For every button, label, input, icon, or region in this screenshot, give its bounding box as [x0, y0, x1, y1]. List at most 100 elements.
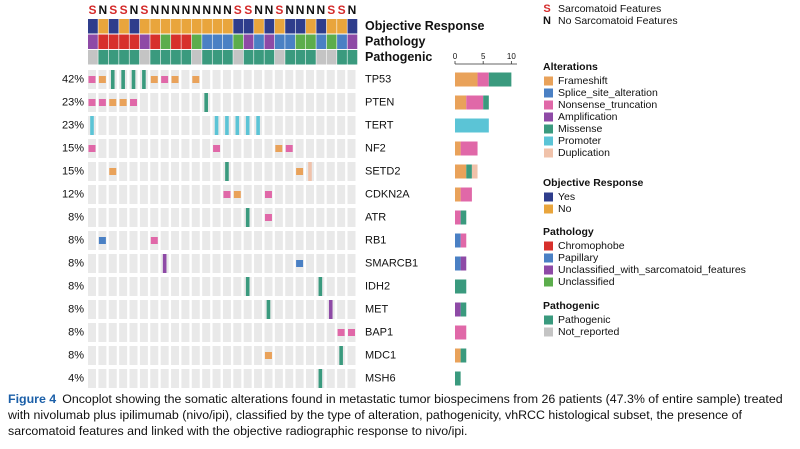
empty-cell [191, 116, 200, 135]
empty-cell [305, 369, 314, 388]
track-cell [285, 50, 295, 65]
empty-cell [150, 93, 159, 112]
empty-cell [129, 300, 138, 319]
empty-cell [316, 208, 325, 227]
empty-cell [264, 70, 273, 89]
gene-percent: 15% [62, 142, 84, 154]
track-cell [119, 50, 129, 65]
alteration [192, 76, 200, 83]
empty-cell [150, 369, 159, 388]
empty-cell [233, 346, 242, 365]
gene-name: MET [365, 303, 389, 315]
empty-cell [222, 323, 231, 342]
alteration [130, 99, 138, 106]
empty-cell [254, 277, 263, 296]
empty-cell [212, 185, 221, 204]
legend-title: Alterations [543, 61, 598, 73]
empty-cell [233, 323, 242, 342]
empty-cell [264, 277, 273, 296]
empty-cell [88, 254, 96, 273]
empty-cell [108, 231, 117, 250]
empty-cell [347, 70, 356, 89]
empty-cell [160, 208, 169, 227]
empty-cell [212, 208, 221, 227]
track-cell [129, 19, 140, 34]
empty-cell [254, 254, 263, 273]
track-cell [264, 50, 275, 65]
empty-cell [243, 139, 252, 158]
empty-cell [139, 208, 148, 227]
empty-cell [181, 116, 190, 135]
empty-cell [243, 70, 252, 89]
empty-cell [88, 277, 96, 296]
track-cell [191, 50, 202, 65]
empty-cell [347, 208, 356, 227]
track-cell [337, 34, 347, 49]
empty-cell [181, 231, 190, 250]
empty-cell [222, 208, 231, 227]
track-cell [274, 19, 285, 34]
count-bar [455, 187, 461, 202]
count-bar [460, 187, 472, 202]
empty-cell [191, 346, 200, 365]
empty-cell [326, 93, 335, 112]
empty-cell [171, 277, 180, 296]
count-bar [460, 210, 467, 225]
empty-cell [326, 231, 335, 250]
empty-cell [243, 369, 252, 388]
empty-cell [222, 254, 231, 273]
track-cell [233, 34, 244, 49]
empty-cell [347, 185, 356, 204]
sarcomatoid-letter: S [88, 3, 96, 17]
empty-cell [181, 93, 190, 112]
empty-cell [254, 369, 263, 388]
empty-cell [274, 208, 283, 227]
count-tick-label: 10 [507, 52, 516, 61]
alteration [285, 145, 293, 152]
empty-cell [254, 185, 263, 204]
sarcomatoid-letter: N [150, 3, 159, 17]
caption: Figure 4 Oncoplot showing the somatic alt… [8, 391, 794, 439]
gene-percent: 8% [68, 234, 84, 246]
empty-cell [316, 70, 325, 89]
alteration [88, 145, 96, 152]
track-cell [347, 50, 358, 65]
empty-cell [264, 162, 273, 181]
gene-percent: 12% [62, 188, 84, 200]
empty-cell [243, 162, 252, 181]
empty-cell [160, 185, 169, 204]
empty-cell [202, 208, 211, 227]
empty-cell [274, 323, 283, 342]
empty-cell [88, 231, 96, 250]
empty-cell [243, 300, 252, 319]
alteration [233, 191, 241, 198]
empty-cell [181, 185, 190, 204]
legend-label: Chromophobe [558, 240, 625, 252]
empty-cell [119, 231, 128, 250]
track-cell [119, 19, 129, 34]
sarcomatoid-letter: S [109, 3, 117, 17]
legend-symbol: S [543, 3, 550, 15]
empty-cell [222, 231, 231, 250]
empty-cell [129, 323, 138, 342]
empty-cell [337, 369, 346, 388]
empty-cell [202, 300, 211, 319]
gene-name: TERT [365, 119, 394, 131]
legend-title: Pathogenic [543, 300, 600, 312]
empty-cell [181, 70, 190, 89]
legend-label: Unclassified_with_sarcomatoid_features [558, 264, 746, 276]
gene-name: BAP1 [365, 326, 393, 338]
gene-name: MDC1 [365, 349, 396, 361]
gene-name: TP53 [365, 73, 391, 85]
empty-cell [274, 70, 283, 89]
gene-percent: 8% [68, 280, 84, 292]
empty-cell [150, 277, 159, 296]
legend-swatch [544, 241, 553, 251]
empty-cell [150, 300, 159, 319]
gene-name: IDH2 [365, 280, 390, 292]
count-bar [455, 233, 461, 248]
empty-cell [119, 346, 128, 365]
track-cell [254, 50, 264, 65]
legend-swatch [544, 327, 553, 337]
